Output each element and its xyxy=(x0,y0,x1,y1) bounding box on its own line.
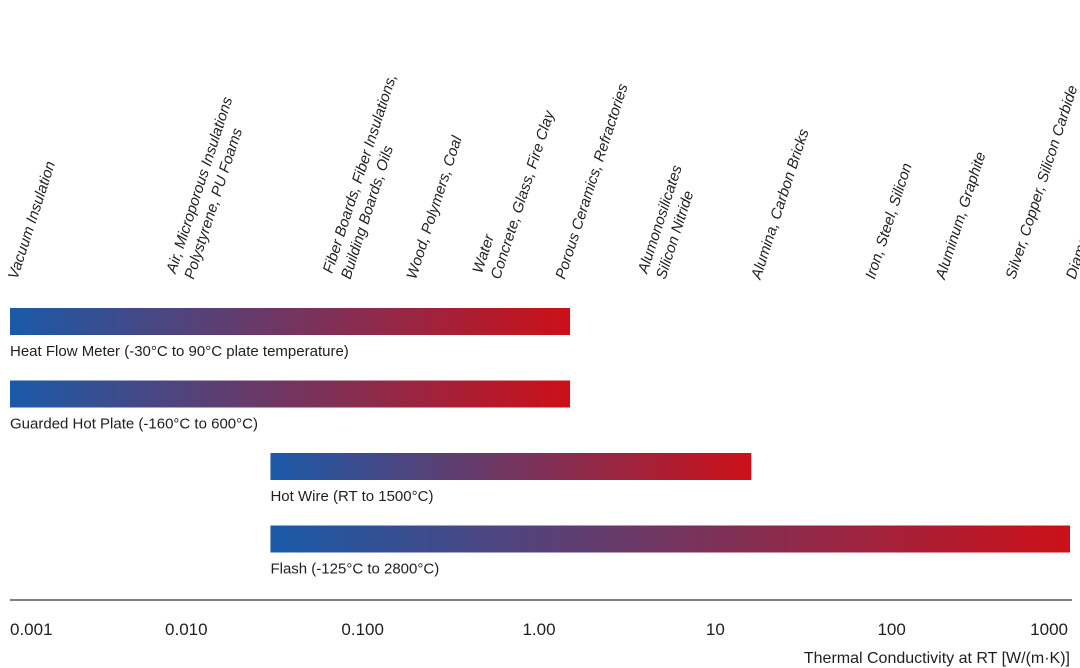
range-label: Guarded Hot Plate (-160°C to 600°C) xyxy=(10,416,258,433)
material-label: Porous Ceramics, Refractories xyxy=(552,81,631,281)
range-bar xyxy=(10,308,571,335)
range-bar xyxy=(10,380,571,408)
x-tick-label: 100 xyxy=(877,620,905,639)
range-label: Flash (-125°C to 2800°C) xyxy=(270,561,439,578)
x-tick-label: 0.010 xyxy=(165,620,208,639)
material-label: Vacuum Insulation xyxy=(5,159,59,281)
range-bar-group: Guarded Hot Plate (-160°C to 600°C) xyxy=(10,380,571,433)
material-label: Aluminum, Graphite xyxy=(932,150,989,282)
material-label: Air, Microporous InsulationsPolystyrene,… xyxy=(163,94,246,281)
range-label: Heat Flow Meter (-30°C to 90°C plate tem… xyxy=(10,343,349,360)
range-bar xyxy=(270,525,1071,553)
material-label-line: Porous Ceramics, Refractories xyxy=(552,81,631,281)
x-tick-label: 1.00 xyxy=(522,620,555,639)
x-tick-label: 10 xyxy=(706,620,725,639)
range-bar-group: Flash (-125°C to 2800°C) xyxy=(270,525,1071,578)
range-bar xyxy=(270,453,752,480)
material-labels: Vacuum Insulation Air, Microporous Insula… xyxy=(5,72,1080,282)
range-label: Hot Wire (RT to 1500°C) xyxy=(270,488,433,505)
x-tick-label: 0.100 xyxy=(341,620,384,639)
material-label-line: Silver, Copper, Silicon Carbide xyxy=(1003,83,1080,281)
x-axis-ticks: 0.001 0.010 0.100 1.00 10 100 1000 xyxy=(10,620,1068,639)
material-label: Diamond xyxy=(1063,218,1080,281)
x-tick-label: 0.001 xyxy=(10,620,53,639)
range-bar-group: Hot Wire (RT to 1500°C) xyxy=(270,453,752,505)
x-tick-label: 1000 xyxy=(1030,620,1068,639)
material-label: Fiber Boards, Fiber Insulations,Building… xyxy=(320,72,401,281)
material-label: Alumina, Carbon Bricks xyxy=(748,126,813,282)
range-bar-group: Heat Flow Meter (-30°C to 90°C plate tem… xyxy=(10,308,571,360)
material-label: Iron, Steel, Silicon xyxy=(862,161,916,281)
material-label-line: Concrete, Glass, Fire Clay xyxy=(488,107,559,281)
material-label-line: Alumina, Carbon Bricks xyxy=(748,126,813,282)
material-label-line: Wood, Polymers, Coal xyxy=(403,133,465,281)
material-label-line: Aluminum, Graphite xyxy=(932,150,989,282)
material-label-line: Vacuum Insulation xyxy=(5,159,59,281)
material-label: Wood, Polymers, Coal xyxy=(403,133,465,281)
material-label-line: Iron, Steel, Silicon xyxy=(862,161,916,281)
material-label: Silver, Copper, Silicon Carbide xyxy=(1003,83,1080,281)
method-ranges: Heat Flow Meter (-30°C to 90°C plate tem… xyxy=(10,308,1071,578)
x-axis-label: Thermal Conductivity at RT [W/(m·K)] xyxy=(804,650,1070,667)
material-label-line: Diamond xyxy=(1063,218,1080,281)
